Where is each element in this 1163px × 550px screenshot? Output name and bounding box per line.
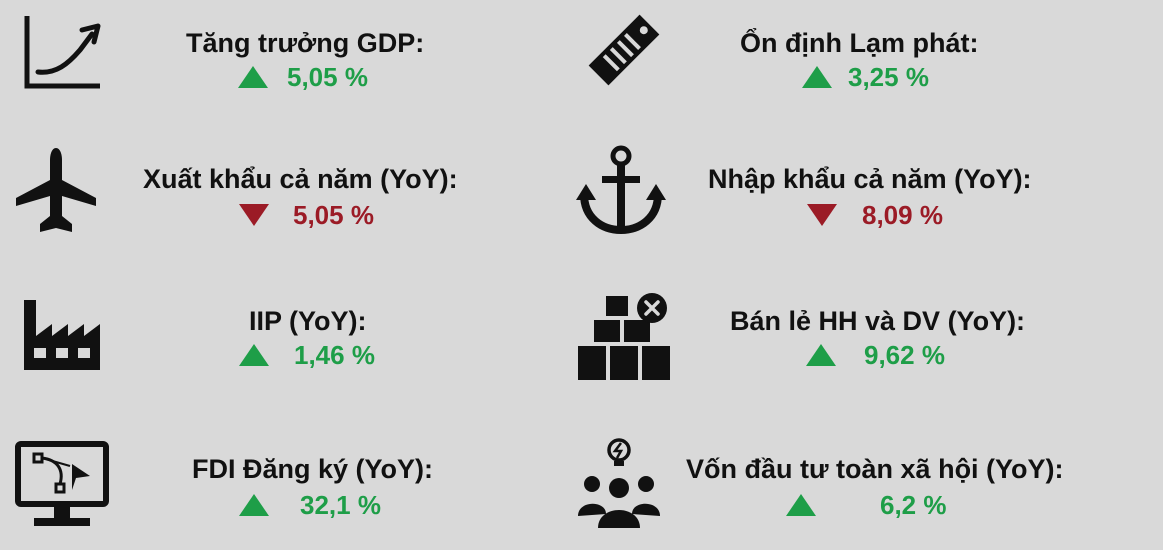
team-idea-icon [578, 438, 660, 528]
indicator-label: IIP (YoY): [249, 306, 367, 336]
indicator-label: Tăng trưởng GDP: [186, 28, 425, 58]
indicator-value: 3,25 % [848, 62, 929, 92]
indicator-label: Xuất khẩu cả năm (YoY): [143, 164, 458, 194]
growth-chart-icon [24, 16, 101, 89]
boxes-icon [578, 293, 670, 380]
indicator-label: FDI Đăng ký (YoY): [192, 454, 434, 484]
indicator-label: Bán lẻ HH và DV (YoY): [730, 306, 1026, 336]
indicator-value: 8,09 % [862, 200, 943, 230]
factory-icon [24, 300, 100, 370]
indicator-value: 1,46 % [294, 340, 375, 370]
triangle-up-icon [239, 344, 269, 366]
indicator-label: Vốn đầu tư toàn xã hội (YoY): [686, 454, 1064, 484]
triangle-down-icon [239, 204, 269, 226]
triangle-down-icon [807, 204, 837, 226]
triangle-up-icon [239, 494, 269, 516]
indicator-label: Nhập khẩu cả năm (YoY): [708, 164, 1032, 194]
triangle-up-icon [238, 66, 268, 88]
indicator-value: 6,2 % [880, 490, 947, 520]
indicator-value: 32,1 % [300, 490, 381, 520]
triangle-up-icon [806, 344, 836, 366]
airplane-icon [16, 148, 96, 232]
indicator-value: 9,62 % [864, 340, 945, 370]
triangle-up-icon [786, 494, 816, 516]
anchor-icon [576, 145, 666, 235]
indicator-label: Ổn định Lạm phát: [740, 28, 979, 58]
monitor-design-icon [15, 441, 109, 526]
indicator-value: 5,05 % [293, 200, 374, 230]
triangle-up-icon [802, 66, 832, 88]
price-tag-icon [588, 14, 660, 86]
indicator-value: 5,05 % [287, 62, 368, 92]
